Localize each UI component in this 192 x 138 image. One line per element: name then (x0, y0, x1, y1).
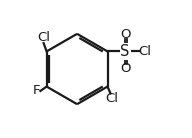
Text: O: O (121, 62, 131, 75)
Text: Cl: Cl (138, 45, 151, 58)
Text: F: F (33, 84, 40, 97)
Text: Cl: Cl (105, 92, 118, 105)
Text: O: O (121, 28, 131, 41)
Text: Cl: Cl (37, 31, 50, 44)
Text: S: S (120, 44, 130, 59)
